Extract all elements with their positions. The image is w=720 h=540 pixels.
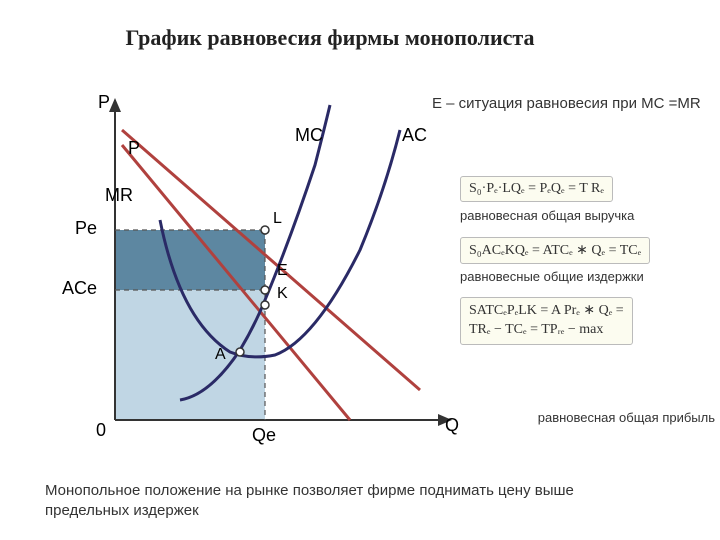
annot-tr: равновесная общая выручка — [460, 208, 634, 223]
x-axis-label: Q — [445, 415, 459, 436]
annot-profit: равновесная общая прибыль — [535, 410, 715, 425]
label-E: E — [277, 262, 288, 280]
point-A — [236, 348, 244, 356]
point-E — [261, 301, 269, 309]
annot-tc: равновесные общие издержки — [460, 269, 644, 284]
label-mc: MC — [295, 125, 323, 146]
y-axis-label: P — [98, 92, 110, 113]
formula-profit: SATCₑPₑLK = A Prₑ ∗ Qₑ = TRₑ − TCₑ = TPᵣ… — [460, 297, 633, 345]
annot-equilibrium: E – ситуация равновесия при МС =MR — [432, 95, 707, 114]
origin-label: 0 — [96, 420, 106, 441]
formula-tr: S₀·Pₑ·LQₑ = PₑQₑ = T Rₑ — [460, 176, 613, 202]
point-L — [261, 226, 269, 234]
page-title: График равновесия фирмы монополиста — [50, 25, 610, 51]
label-ac: AC — [402, 125, 427, 146]
bottom-note: Монопольное положение на рынке позволяет… — [45, 481, 605, 520]
label-K: K — [277, 285, 288, 303]
label-mr: MR — [105, 185, 133, 206]
label-L: L — [273, 210, 282, 228]
label-ace: ACe — [62, 278, 97, 299]
label-demand: P — [128, 138, 140, 159]
label-pe: Pe — [75, 218, 97, 239]
area-profit — [115, 230, 265, 290]
label-A: A — [215, 346, 226, 364]
formula-tc: S₀ACₑKQₑ = ATCₑ ∗ Qₑ = TCₑ — [460, 237, 650, 264]
chart: P 0 P MR MC AC Pe ACe Qe L E K A — [40, 90, 490, 460]
label-qe: Qe — [252, 425, 276, 446]
point-K — [261, 286, 269, 294]
